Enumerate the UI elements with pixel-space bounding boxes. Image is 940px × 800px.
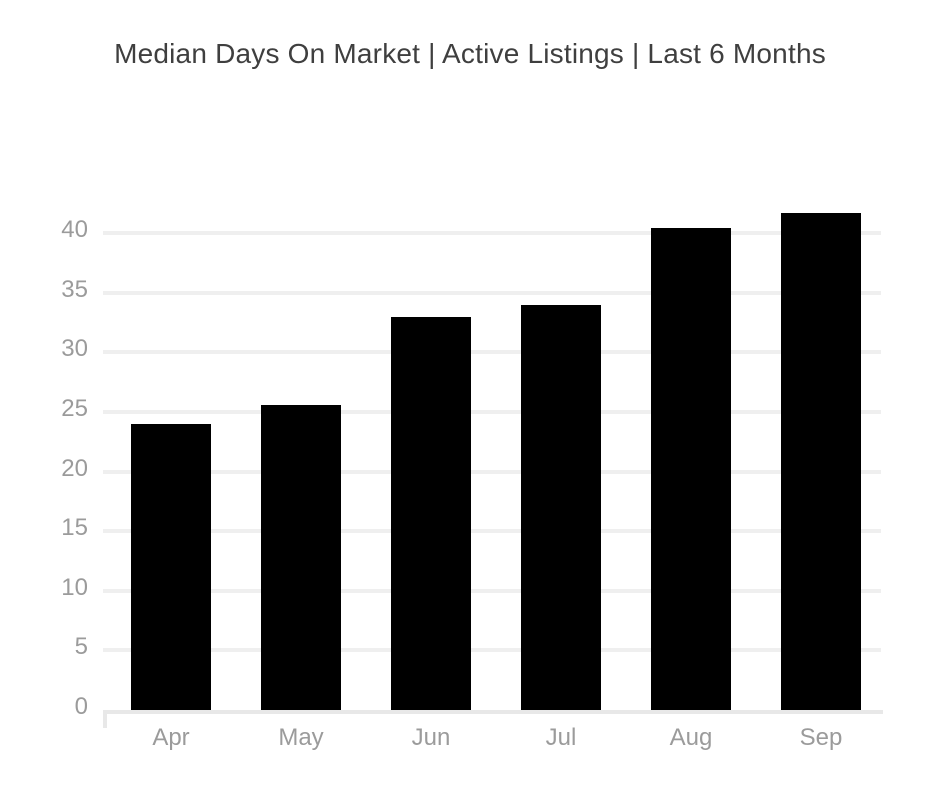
y-tick-label-40: 40 [61,216,88,244]
y-tick-label-15: 15 [61,514,88,542]
x-tick-label-sep: Sep [799,724,843,751]
gridline-15 [103,529,881,534]
bar-apr [131,423,211,710]
bar-jul [521,304,601,710]
bar-sep [781,212,861,710]
y-tick-label-20: 20 [61,454,88,482]
gridline-10 [103,588,881,593]
x-tick-label-jun: Jun [411,724,451,751]
x-tick-label-jul: Jul [545,724,577,751]
y-tick-label-10: 10 [61,573,88,601]
y-tick-label-0: 0 [74,693,88,720]
gridline-30 [103,350,881,355]
gridline-5 [103,648,881,653]
x-tick-label-aug: Aug [669,724,713,751]
y-tick-label-5: 5 [74,633,88,661]
y-axis-corner-tick [103,710,107,728]
y-tick-label-35: 35 [61,275,88,303]
x-tick-label-apr: Apr [152,724,190,751]
bar-jun [391,316,471,710]
gridline-20 [103,469,881,474]
x-tick-label-may: May [278,724,324,751]
gridline-25 [103,410,881,414]
y-tick-label-30: 30 [61,335,88,363]
gridline-35 [103,290,881,295]
y-tick-label-25: 25 [61,395,88,422]
plot-area [103,174,883,714]
gridline-40 [103,231,881,236]
bar-may [261,404,341,710]
bar-aug [651,228,731,710]
x-axis-line [103,710,883,714]
chart-title: Median Days On Market | Active Listings … [114,38,826,69]
